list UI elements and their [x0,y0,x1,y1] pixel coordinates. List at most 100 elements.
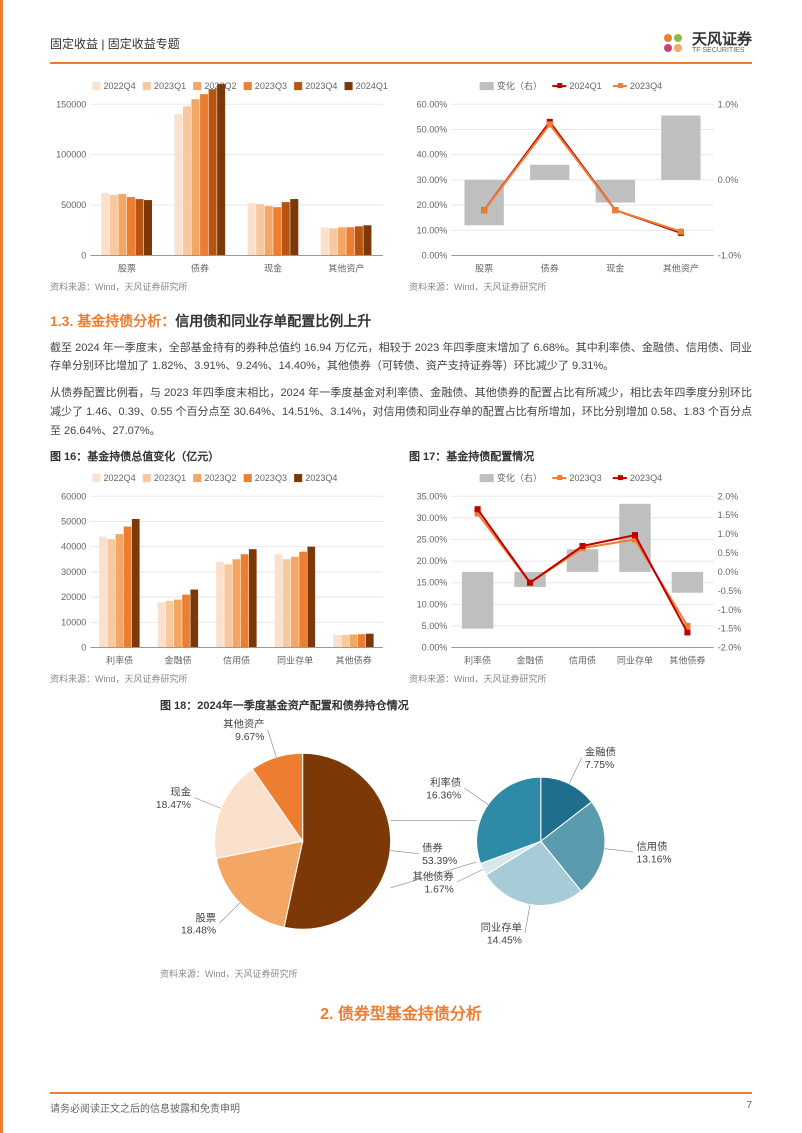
svg-text:金融债: 金融债 [516,655,543,666]
svg-text:14.45%: 14.45% [487,935,522,946]
svg-text:9.67%: 9.67% [235,732,264,743]
para-2: 从债券配置比例看，与 2023 年四季度末相比，2024 年一季度基金对利率债、… [50,384,752,440]
svg-text:35.00%: 35.00% [417,491,448,501]
svg-text:0: 0 [81,251,86,261]
svg-text:15.00%: 15.00% [417,578,448,588]
svg-text:60000: 60000 [61,491,86,501]
svg-text:债券: 债券 [422,842,443,855]
source-text: 资料来源：Wind，天风证券研究所 [160,967,722,980]
svg-text:0.0%: 0.0% [718,567,739,577]
svg-text:股票: 股票 [118,264,136,274]
svg-text:2023Q3: 2023Q3 [255,473,287,483]
svg-text:同业存单: 同业存单 [481,921,522,934]
svg-text:债券: 债券 [191,263,209,274]
svg-text:信用债: 信用债 [636,840,667,853]
svg-text:2024Q1: 2024Q1 [356,81,388,91]
svg-text:其他资产: 其他资产 [223,717,264,730]
svg-text:20.00%: 20.00% [417,556,448,566]
chart-18-title: 图 18：2024年一季度基金资产配置和债券持仓情况 [160,697,722,713]
svg-text:其他债券: 其他债券 [412,870,454,883]
section-1-3-title: 1.3. 基金持债分析：信用债和同业存单配置比例上升 [50,311,752,331]
logo-text-en: TF SECURITIES [692,47,752,54]
svg-text:40.00%: 40.00% [417,150,448,160]
svg-text:1.0%: 1.0% [718,529,739,539]
svg-text:2023Q3: 2023Q3 [255,81,287,91]
svg-text:现金: 现金 [264,263,282,274]
top-chart-row: 2022Q42023Q12023Q22023Q32023Q42024Q10500… [50,76,752,301]
footer-disclaimer: 请务必阅读正文之后的信息披露和免责申明 [50,1100,240,1115]
svg-text:2023Q1: 2023Q1 [154,473,186,483]
svg-text:利率债: 利率债 [106,655,133,666]
svg-text:10000: 10000 [61,618,86,628]
logo-text-cn: 天风证券 [692,32,752,47]
svg-text:53.39%: 53.39% [422,856,457,867]
logo-icon [660,30,686,56]
svg-text:16.36%: 16.36% [426,790,461,801]
svg-text:现金: 现金 [170,785,191,798]
source-text: 资料来源：Wind，天风证券研究所 [50,672,393,685]
chart-top-left: 2022Q42023Q12023Q22023Q32023Q42024Q10500… [50,76,393,301]
report-header: 固定收益 | 固定收益专题 天风证券 TF SECURITIES [50,30,752,64]
svg-text:2023Q3: 2023Q3 [569,473,601,483]
svg-text:0: 0 [81,643,86,653]
svg-text:利率债: 利率债 [464,655,491,666]
svg-text:10.00%: 10.00% [417,225,448,235]
svg-text:5.00%: 5.00% [422,621,448,631]
svg-text:20.00%: 20.00% [417,200,448,210]
svg-text:现金: 现金 [606,263,624,274]
svg-text:0.0%: 0.0% [718,175,739,185]
svg-text:2022Q4: 2022Q4 [103,473,135,483]
svg-text:2.0%: 2.0% [718,491,739,501]
svg-text:2023Q4: 2023Q4 [630,473,662,483]
page-number: 7 [746,1100,752,1115]
source-text: 资料来源：Wind，天风证券研究所 [409,672,752,685]
svg-text:50.00%: 50.00% [417,124,448,134]
svg-text:7.75%: 7.75% [585,760,614,771]
svg-text:其他资产: 其他资产 [663,263,699,274]
svg-text:1.0%: 1.0% [718,99,739,109]
svg-text:2023Q4: 2023Q4 [305,81,337,91]
section-num: 1.3. [50,313,73,329]
svg-text:信用债: 信用债 [569,655,596,666]
svg-text:20000: 20000 [61,592,86,602]
svg-text:利率债: 利率债 [430,776,461,789]
svg-text:60.00%: 60.00% [417,99,448,109]
svg-text:150000: 150000 [56,99,86,109]
header-category: 固定收益 | 固定收益专题 [50,35,180,52]
svg-text:1.67%: 1.67% [425,884,454,895]
section-title-b: 信用债和同业存单配置比例上升 [175,313,371,329]
svg-text:10.00%: 10.00% [417,600,448,610]
svg-text:18.48%: 18.48% [181,926,216,937]
svg-text:0.5%: 0.5% [718,548,739,558]
svg-text:同业存单: 同业存单 [277,655,313,666]
svg-text:1.5%: 1.5% [718,510,739,520]
mid-chart-row: 图 16：基金持债总值变化（亿元） 2022Q42023Q12023Q22023… [50,448,752,693]
svg-text:变化（右）: 变化（右） [497,80,542,91]
svg-text:其他债券: 其他债券 [669,655,705,666]
chart-17: 图 17：基金持债配置情况 变化（右）2023Q32023Q40.00%5.00… [409,448,752,693]
svg-text:变化（右）: 变化（右） [497,472,542,483]
svg-text:其他债券: 其他债券 [336,655,372,666]
svg-text:-1.5%: -1.5% [718,624,742,634]
svg-text:40000: 40000 [61,542,86,552]
svg-text:股票: 股票 [475,264,493,274]
svg-text:18.47%: 18.47% [156,800,191,811]
company-logo: 天风证券 TF SECURITIES [660,30,752,56]
svg-text:30000: 30000 [61,567,86,577]
heading-2: 2. 债券型基金持债分析 [50,1000,752,1024]
svg-text:金融债: 金融债 [585,745,616,758]
chart-16-title: 图 16：基金持债总值变化（亿元） [50,448,393,464]
svg-text:0.00%: 0.00% [422,643,448,653]
svg-text:-0.5%: -0.5% [718,586,742,596]
source-text: 资料来源：Wind，天风证券研究所 [409,280,752,293]
svg-text:30.00%: 30.00% [417,513,448,523]
chart-16: 图 16：基金持债总值变化（亿元） 2022Q42023Q12023Q22023… [50,448,393,693]
svg-text:2023Q1: 2023Q1 [154,81,186,91]
svg-text:-2.0%: -2.0% [718,643,742,653]
svg-text:2024Q1: 2024Q1 [569,81,601,91]
svg-text:30.00%: 30.00% [417,175,448,185]
svg-text:-1.0%: -1.0% [718,605,742,615]
para-1: 截至 2024 年一季度末，全部基金持有的券种总值约 16.94 万亿元，相较于… [50,339,752,376]
svg-text:-1.0%: -1.0% [718,251,742,261]
source-text: 资料来源：Wind，天风证券研究所 [50,280,393,293]
